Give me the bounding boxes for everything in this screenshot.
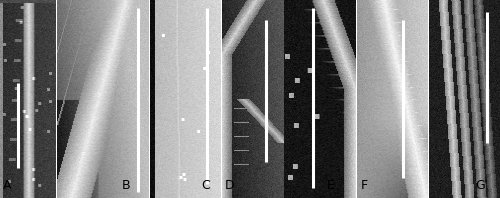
Text: C: C xyxy=(201,179,210,192)
Text: G: G xyxy=(475,179,485,192)
Text: A: A xyxy=(3,179,12,192)
Text: F: F xyxy=(360,179,368,192)
Text: E: E xyxy=(327,179,335,192)
Text: D: D xyxy=(225,179,234,192)
Text: B: B xyxy=(122,179,130,192)
